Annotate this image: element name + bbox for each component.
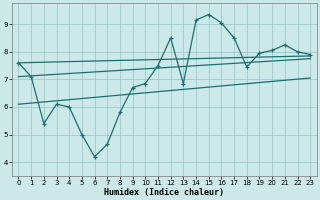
X-axis label: Humidex (Indice chaleur): Humidex (Indice chaleur) xyxy=(104,188,224,197)
